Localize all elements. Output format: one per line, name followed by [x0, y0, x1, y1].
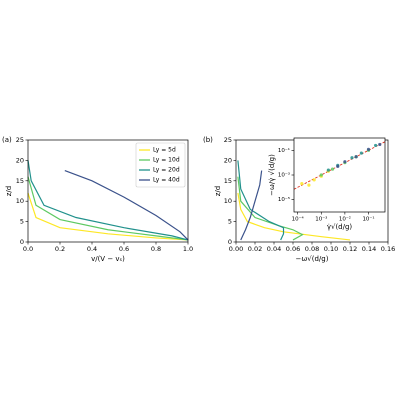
- x-tick-label: 10⁻⁴: [292, 216, 305, 223]
- legend-box: [135, 142, 186, 188]
- y-tick-label: 0: [20, 238, 24, 246]
- legend-label: Ly = 40d: [153, 177, 180, 184]
- x-tick-label: 0.10: [324, 245, 338, 253]
- x-tick-label: 0.08: [305, 245, 319, 253]
- x-tick-label: 0.6: [119, 245, 129, 253]
- data-point: [319, 173, 323, 177]
- data-point: [312, 178, 316, 182]
- axes-frame: [27, 139, 189, 243]
- legend-label: Ly = 20d: [153, 167, 180, 174]
- y-tick-label: 15: [224, 177, 232, 185]
- x-tick-label: 0.06: [286, 245, 300, 253]
- y-tick-label: 20: [16, 156, 24, 164]
- x-axis-label: γ̇√(d/g): [327, 223, 353, 231]
- x-tick-label: 10⁻²: [339, 216, 351, 223]
- y-tick-label: 5: [20, 218, 24, 226]
- x-tick-label: 0.04: [267, 245, 281, 253]
- data-point: [326, 168, 330, 172]
- data-line: [27, 192, 189, 241]
- y-tick-label: 15: [16, 177, 24, 185]
- legend-label: Ly = 5d: [153, 147, 176, 154]
- data-line: [27, 160, 189, 241]
- data-line: [237, 160, 285, 241]
- data-line: [27, 176, 189, 241]
- y-axis-label: −ω/γ̇ √(d/g): [268, 154, 276, 196]
- x-tick-label: 0.14: [362, 245, 376, 253]
- x-tick-label: 0.12: [343, 245, 357, 253]
- data-point: [366, 147, 371, 151]
- data-line: [237, 192, 351, 241]
- data-point: [354, 155, 358, 159]
- y-tick-label: 10⁻¹: [278, 147, 290, 154]
- x-tick-label: 0.00: [229, 245, 243, 253]
- x-tick-label: 10⁻³: [315, 216, 327, 223]
- x-tick-label: 0.16: [381, 245, 395, 253]
- x-tick-label: 0.8: [151, 245, 161, 253]
- panel-label: (a): [2, 136, 12, 144]
- data-point: [343, 160, 347, 164]
- x-tick-label: 1.0: [183, 245, 193, 253]
- x-axis-label: v/(V − vₛ): [91, 255, 125, 263]
- y-tick-label: 10: [16, 197, 24, 205]
- inset-background: [294, 138, 385, 212]
- y-tick-label: 0: [228, 238, 232, 246]
- data-point: [359, 151, 363, 155]
- x-tick-label: 0.02: [248, 245, 262, 253]
- data-point: [350, 156, 354, 160]
- data-point: [307, 183, 311, 187]
- y-tick-label: 20: [224, 156, 232, 164]
- y-tick-label: 10⁻³: [278, 172, 290, 179]
- y-tick-label: 25: [16, 136, 24, 144]
- data-point: [374, 143, 378, 148]
- data-point: [336, 164, 340, 168]
- x-tick-label: 10⁻¹: [362, 216, 374, 223]
- legend-label: Ly = 10d: [153, 157, 180, 164]
- data-point: [330, 167, 335, 171]
- data-point: [300, 182, 304, 186]
- y-axis-label: z/d: [5, 186, 13, 196]
- y-tick-label: 10: [224, 197, 232, 205]
- y-tick-label: 10⁻⁵: [278, 196, 290, 203]
- y-tick-label: 5: [228, 218, 232, 226]
- y-tick-label: 25: [224, 136, 232, 144]
- data-line: [240, 170, 263, 241]
- x-axis-label: −ω√(d/g): [296, 255, 329, 263]
- axes-frame: [293, 137, 386, 213]
- data-point: [378, 142, 382, 147]
- y-axis-label: z/d: [214, 186, 222, 196]
- data-line: [64, 170, 189, 241]
- x-tick-label: 0.2: [55, 245, 65, 253]
- x-tick-label: 0.4: [87, 245, 97, 253]
- x-tick-label: 0.0: [23, 245, 33, 253]
- panel-label: (b): [203, 136, 213, 144]
